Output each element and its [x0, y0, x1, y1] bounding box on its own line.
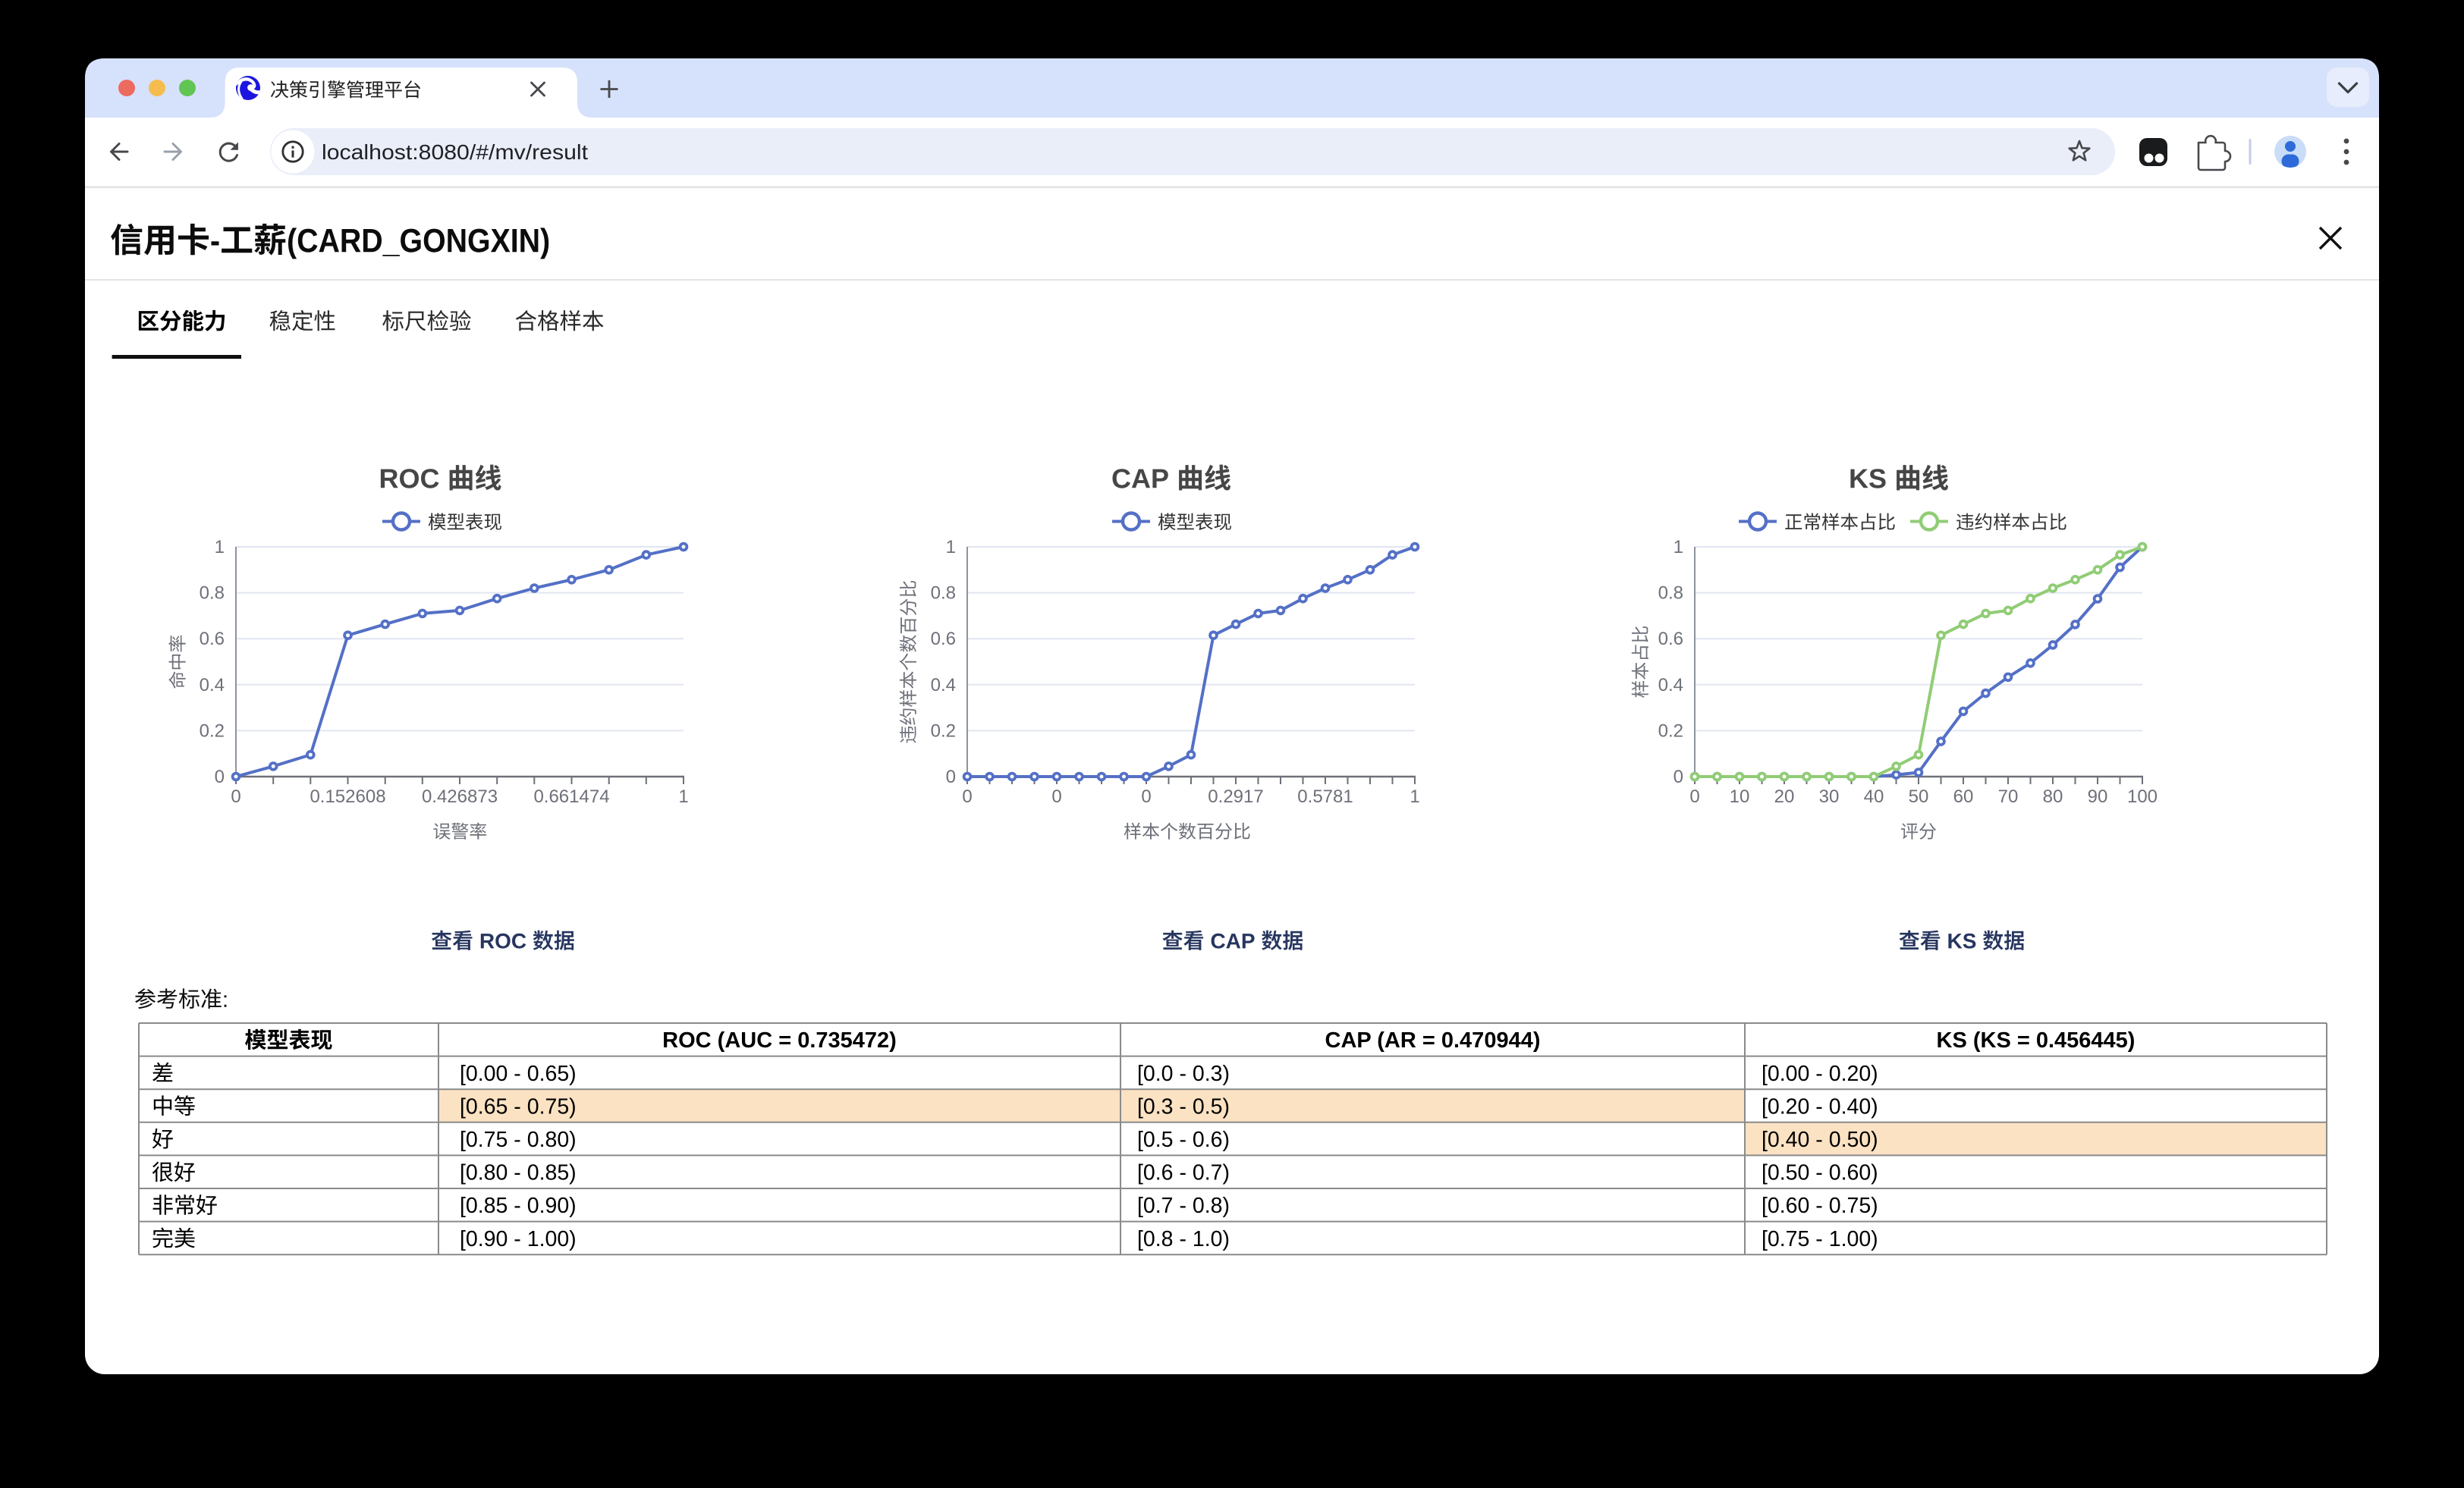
svg-text:localhost:8080/#/mv/result: localhost:8080/#/mv/result	[322, 140, 588, 164]
svg-text:KS (KS = 0.456445): KS (KS = 0.456445)	[1937, 1028, 2136, 1053]
svg-text:0.152608: 0.152608	[310, 786, 385, 807]
svg-text:0.2: 0.2	[931, 720, 956, 741]
svg-text:0: 0	[962, 786, 972, 807]
svg-text:0.8: 0.8	[1658, 583, 1683, 604]
svg-text:1: 1	[678, 786, 688, 807]
svg-text:0.2: 0.2	[1658, 720, 1683, 741]
svg-text:0.4: 0.4	[200, 675, 225, 695]
svg-text:ROC (AUC = 0.735472): ROC (AUC = 0.735472)	[662, 1028, 897, 1053]
svg-text:[0.65 - 0.75): [0.65 - 0.75)	[460, 1094, 577, 1119]
svg-text:[0.85 - 0.90): [0.85 - 0.90)	[460, 1194, 577, 1218]
svg-text:[0.7 - 0.8): [0.7 - 0.8)	[1137, 1194, 1230, 1218]
svg-text:0.8: 0.8	[200, 583, 225, 604]
svg-text:[0.90 - 1.00): [0.90 - 1.00)	[460, 1227, 577, 1251]
svg-text:30: 30	[1819, 786, 1840, 807]
svg-text:[0.75 - 1.00): [0.75 - 1.00)	[1762, 1227, 1878, 1251]
svg-text:50: 50	[1909, 786, 1929, 807]
svg-text:10: 10	[1730, 786, 1750, 807]
svg-text:0.6: 0.6	[1658, 629, 1683, 649]
svg-text:0.2: 0.2	[200, 720, 225, 741]
svg-text:0: 0	[1689, 786, 1699, 807]
svg-text:[0.00 - 0.20): [0.00 - 0.20)	[1762, 1062, 1878, 1086]
svg-text:[0.40 - 0.50): [0.40 - 0.50)	[1762, 1128, 1878, 1152]
svg-text:0.661474: 0.661474	[533, 786, 609, 807]
svg-text:[0.0 - 0.3): [0.0 - 0.3)	[1137, 1062, 1230, 1086]
svg-text:0.8: 0.8	[931, 583, 956, 604]
svg-text:0: 0	[1674, 767, 1683, 787]
svg-text:100: 100	[2127, 786, 2158, 807]
svg-text:[0.50 - 0.60): [0.50 - 0.60)	[1762, 1161, 1878, 1185]
svg-text:[0.5 - 0.6): [0.5 - 0.6)	[1137, 1128, 1230, 1152]
svg-text:[0.8 - 1.0): [0.8 - 1.0)	[1137, 1227, 1230, 1251]
svg-text:1: 1	[1674, 537, 1683, 557]
svg-text:0.426873: 0.426873	[422, 786, 498, 807]
svg-text:[0.20 - 0.40): [0.20 - 0.40)	[1762, 1094, 1878, 1119]
svg-text:[0.80 - 0.85): [0.80 - 0.85)	[460, 1161, 577, 1185]
svg-text:[0.3 - 0.5): [0.3 - 0.5)	[1137, 1094, 1230, 1119]
svg-text:0.5781: 0.5781	[1297, 786, 1353, 807]
svg-text:[0.60 - 0.75): [0.60 - 0.75)	[1762, 1194, 1878, 1218]
svg-text:[0.00 - 0.65): [0.00 - 0.65)	[460, 1062, 577, 1086]
svg-text:0.2917: 0.2917	[1208, 786, 1263, 807]
svg-text:CAP (AR = 0.470944): CAP (AR = 0.470944)	[1325, 1028, 1541, 1053]
svg-text:0: 0	[946, 767, 956, 787]
svg-text:0.4: 0.4	[931, 675, 956, 695]
svg-text:20: 20	[1774, 786, 1795, 807]
svg-text:90: 90	[2088, 786, 2108, 807]
svg-text:1: 1	[215, 537, 225, 557]
svg-text:80: 80	[2043, 786, 2063, 807]
svg-text:0: 0	[215, 767, 225, 787]
svg-text:70: 70	[1998, 786, 2019, 807]
svg-text:[0.75 - 0.80): [0.75 - 0.80)	[460, 1128, 577, 1152]
svg-text:0.6: 0.6	[931, 629, 956, 649]
svg-text:[0.6 - 0.7): [0.6 - 0.7)	[1137, 1161, 1230, 1185]
svg-text:60: 60	[1953, 786, 1974, 807]
svg-text:0: 0	[231, 786, 240, 807]
svg-text:0: 0	[1051, 786, 1061, 807]
svg-text:0: 0	[1141, 786, 1151, 807]
svg-text:40: 40	[1864, 786, 1884, 807]
svg-text:1: 1	[1410, 786, 1419, 807]
svg-text:0.6: 0.6	[200, 629, 225, 649]
svg-text:0.4: 0.4	[1658, 675, 1683, 695]
svg-text:1: 1	[946, 537, 956, 557]
